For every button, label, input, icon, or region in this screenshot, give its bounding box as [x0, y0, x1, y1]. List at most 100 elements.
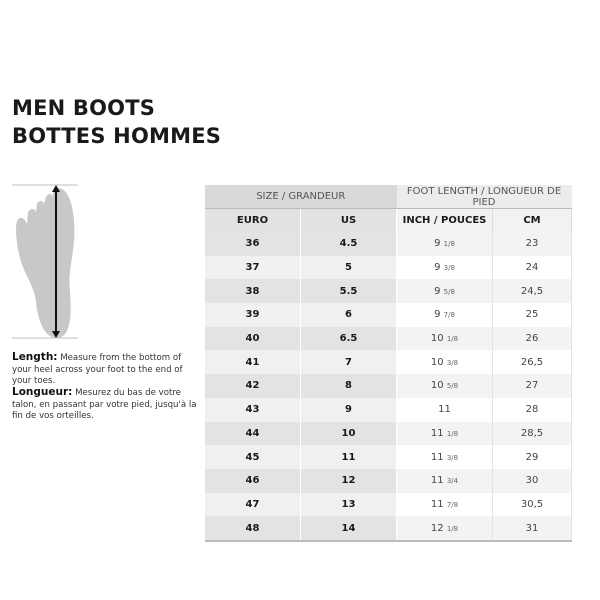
col-cm: CM [492, 208, 572, 232]
table-row: 40 6.5 10 1/8 26 [205, 326, 572, 351]
size-chart-table: SIZE / GRANDEUR FOOT LENGTH / LONGUEUR D… [205, 185, 572, 542]
inch-fraction: 3/8 [446, 453, 459, 462]
table-row: 48 14 12 1/8 31 [205, 516, 572, 542]
inch-whole: 9 [434, 238, 441, 250]
inch-whole: 11 [430, 498, 444, 510]
cm-length: 27 [492, 374, 572, 398]
col-euro: EURO [205, 208, 301, 232]
euro-size: 40 [205, 326, 301, 351]
inch-length: 10 3/8 [396, 350, 493, 375]
inch-length: 10 5/8 [396, 374, 493, 398]
us-size: 5 [300, 255, 397, 280]
inch-whole: 11 [438, 404, 451, 416]
cm-length: 30 [492, 468, 572, 493]
foot-length-group-header: FOOT LENGTH / LONGUEUR DE PIED [396, 185, 572, 209]
us-size: 14 [300, 516, 397, 542]
euro-size: 36 [205, 232, 301, 256]
euro-size: 47 [205, 492, 301, 517]
title-en: MEN BOOTS [12, 96, 156, 120]
inch-whole: 11 [430, 475, 444, 487]
euro-size: 43 [205, 397, 301, 422]
length-instructions-fr: Longueur: Mesurez du bas de votre talon,… [12, 386, 202, 423]
inch-fraction: 3/4 [446, 477, 459, 486]
us-size: 12 [300, 468, 397, 493]
inch-length: 9 5/8 [396, 279, 493, 304]
inch-whole: 12 [430, 522, 444, 534]
foot-diagram-icon [12, 184, 78, 339]
us-size: 4.5 [300, 232, 397, 256]
table-row: 43 9 11 28 [205, 397, 572, 422]
table-row: 46 12 11 3/4 30 [205, 468, 572, 493]
size-group-header: SIZE / GRANDEUR [205, 185, 397, 209]
longueur-text: Mesurez du bas de votre talon, en passan… [12, 388, 197, 421]
inch-fraction: 7/8 [443, 311, 455, 320]
us-size: 6.5 [300, 326, 397, 351]
euro-size: 41 [205, 350, 301, 375]
us-size: 7 [300, 350, 397, 375]
inch-fraction: 3/8 [446, 358, 459, 367]
inch-fraction: 5/8 [443, 287, 455, 296]
table-row: 45 11 11 3/8 29 [205, 445, 572, 469]
inch-fraction: 1/8 [446, 335, 459, 344]
inch-whole: 11 [430, 427, 444, 439]
us-size: 13 [300, 492, 397, 517]
table-row: 44 10 11 1/8 28,5 [205, 421, 572, 446]
inch-fraction: 1/8 [443, 240, 455, 249]
table-row: 41 7 10 3/8 26,5 [205, 350, 572, 375]
inch-whole: 9 [434, 285, 441, 297]
inch-length: 9 7/8 [396, 303, 493, 327]
col-inch: INCH / POUCES [396, 208, 493, 232]
inch-fraction: 1/8 [446, 429, 459, 438]
cm-length: 26,5 [492, 350, 572, 375]
table-row: 36 4.5 9 1/8 23 [205, 232, 572, 256]
euro-size: 39 [205, 303, 301, 327]
euro-size: 42 [205, 374, 301, 398]
inch-whole: 9 [434, 309, 441, 321]
inch-fraction: 3/8 [443, 264, 455, 273]
euro-size: 45 [205, 445, 301, 469]
cm-length: 28,5 [492, 421, 572, 446]
cm-length: 29 [492, 445, 572, 469]
inch-whole: 10 [430, 380, 444, 392]
title-fr: BOTTES HOMMES [12, 124, 222, 148]
inch-length: 11 7/8 [396, 492, 493, 517]
inch-whole: 9 [434, 262, 441, 274]
inch-length: 11 [396, 397, 493, 422]
euro-size: 38 [205, 279, 301, 304]
cm-length: 31 [492, 516, 572, 542]
inch-whole: 10 [430, 356, 444, 368]
inch-length: 9 1/8 [396, 232, 493, 256]
inch-fraction: 7/8 [446, 500, 459, 509]
length-label: Length: [12, 351, 58, 363]
inch-length: 11 3/4 [396, 468, 493, 493]
cm-length: 26 [492, 326, 572, 351]
cm-length: 30,5 [492, 492, 572, 517]
inch-length: 11 3/8 [396, 445, 493, 469]
inch-whole: 11 [430, 451, 444, 463]
cm-length: 23 [492, 232, 572, 256]
inch-length: 9 3/8 [396, 255, 493, 280]
inch-fraction: 5/8 [446, 382, 459, 391]
inch-length: 12 1/8 [396, 516, 493, 542]
us-size: 6 [300, 303, 397, 327]
length-instructions-en: Length: Measure from the bottom of your … [12, 351, 202, 388]
cm-length: 24,5 [492, 279, 572, 304]
cm-length: 25 [492, 303, 572, 327]
table-row: 38 5.5 9 5/8 24,5 [205, 279, 572, 304]
us-size: 9 [300, 397, 397, 422]
euro-size: 44 [205, 421, 301, 446]
table-row: 47 13 11 7/8 30,5 [205, 492, 572, 517]
table-row: 37 5 9 3/8 24 [205, 255, 572, 280]
euro-size: 46 [205, 468, 301, 493]
cm-length: 28 [492, 397, 572, 422]
table-row: 39 6 9 7/8 25 [205, 303, 572, 327]
table-row: 42 8 10 5/8 27 [205, 374, 572, 398]
length-text: Measure from the bottom of your heel acr… [12, 353, 183, 386]
us-size: 5.5 [300, 279, 397, 304]
inch-length: 10 1/8 [396, 326, 493, 351]
cm-length: 24 [492, 255, 572, 280]
inch-whole: 10 [430, 333, 444, 345]
euro-size: 48 [205, 516, 301, 542]
us-size: 8 [300, 374, 397, 398]
euro-size: 37 [205, 255, 301, 280]
